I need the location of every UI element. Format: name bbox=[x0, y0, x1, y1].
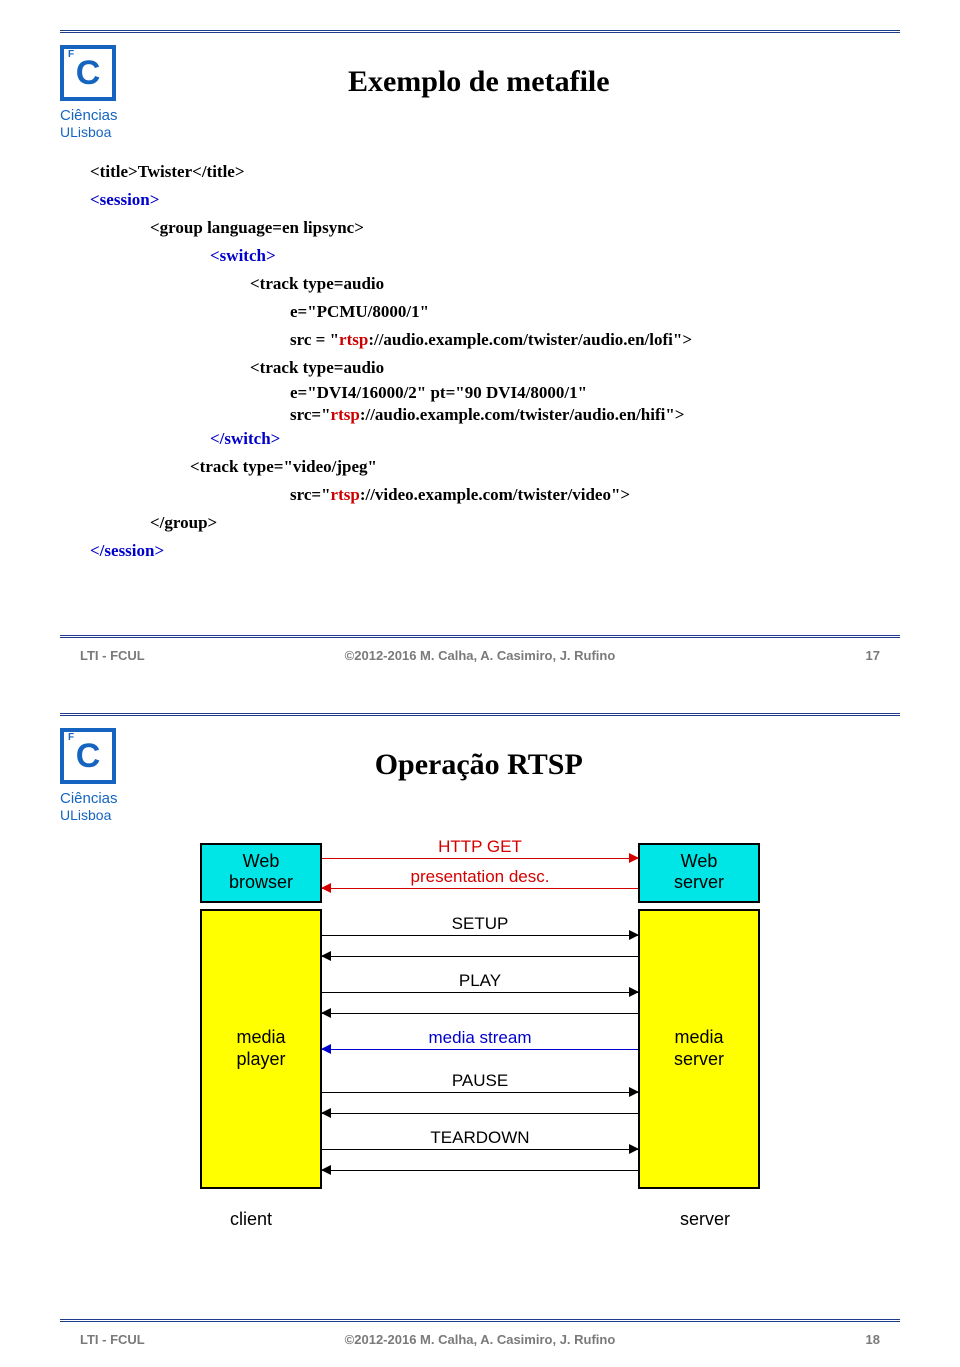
msg-pause-group: PAUSE bbox=[322, 1077, 638, 1121]
web-server-box: Webserver bbox=[638, 843, 760, 903]
top-msg-col: HTTP GET presentation desc. bbox=[322, 843, 638, 903]
code-line: </session> bbox=[90, 537, 900, 565]
msg-presentation-desc: presentation desc. bbox=[322, 875, 638, 901]
msg-teardown: TEARDOWN bbox=[322, 1136, 638, 1162]
msg-pause: PAUSE bbox=[322, 1079, 638, 1105]
footer-center: ©2012-2016 M. Calha, A. Casimiro, J. Ruf… bbox=[200, 648, 760, 663]
bottom-rule bbox=[60, 635, 900, 638]
code-line: <track type="video/jpeg" bbox=[90, 453, 900, 481]
rtsp-diagram: Webbrowser HTTP GET presentation desc. W… bbox=[200, 843, 760, 1230]
logo-block: F C Ciências ULisboa bbox=[60, 45, 118, 140]
header: F C Ciências ULisboa Exemplo de metafile bbox=[60, 45, 900, 140]
msg-play: PLAY bbox=[322, 979, 638, 1005]
logo-small-letter: F bbox=[68, 732, 74, 743]
footer-page-number: 18 bbox=[760, 1332, 880, 1347]
logo-box: F C bbox=[60, 45, 116, 101]
caption-row: client server bbox=[200, 1209, 760, 1230]
footer: LTI - FCUL ©2012-2016 M. Calha, A. Casim… bbox=[60, 1332, 900, 1347]
top-row: Webbrowser HTTP GET presentation desc. W… bbox=[200, 843, 760, 903]
msg-play-reply bbox=[322, 1007, 638, 1019]
logo-line1: Ciências bbox=[60, 790, 118, 807]
code-line: <group language=en lipsync> bbox=[90, 214, 900, 242]
web-server-label: Webserver bbox=[674, 851, 724, 892]
msg-play-group: PLAY bbox=[322, 977, 638, 1021]
msg-setup-reply bbox=[322, 950, 638, 962]
footer: LTI - FCUL ©2012-2016 M. Calha, A. Casim… bbox=[60, 648, 900, 663]
caption-client: client bbox=[230, 1209, 272, 1230]
footer-page-number: 17 bbox=[760, 648, 880, 663]
code-line: </group> bbox=[90, 509, 900, 537]
code-line: src = "rtsp://audio.example.com/twister/… bbox=[90, 326, 900, 354]
code-line: <session> bbox=[90, 186, 900, 214]
metafile-code: <title>Twister</title> <session> <group … bbox=[90, 158, 900, 565]
slide-title: Exemplo de metafile bbox=[138, 45, 900, 99]
slide-1: F C Ciências ULisboa Exemplo de metafile… bbox=[0, 0, 960, 683]
web-browser-box: Webbrowser bbox=[200, 843, 322, 903]
logo-small-letter: F bbox=[68, 49, 74, 60]
web-browser-label: Webbrowser bbox=[229, 851, 293, 892]
code-line: <track type=audio bbox=[90, 354, 900, 382]
slide-title: Operação RTSP bbox=[138, 728, 900, 782]
code-line: e="DVI4/16000/2" pt="90 DVI4/8000/1" bbox=[90, 382, 900, 403]
msg-setup: SETUP bbox=[322, 922, 638, 948]
header: F C Ciências ULisboa Operação RTSP bbox=[60, 728, 900, 823]
media-player-box: mediaplayer bbox=[200, 909, 322, 1189]
msg-setup-group: SETUP bbox=[322, 920, 638, 964]
footer-center: ©2012-2016 M. Calha, A. Casimiro, J. Ruf… bbox=[200, 1332, 760, 1347]
yellow-msg-col: SETUP PLAY bbox=[322, 909, 638, 1189]
logo-line1: Ciências bbox=[60, 107, 118, 124]
code-line: <title>Twister</title> bbox=[90, 158, 900, 186]
code-line: </switch> bbox=[90, 425, 900, 453]
caption-server: server bbox=[680, 1209, 730, 1230]
msg-teardown-group: TEARDOWN bbox=[322, 1134, 638, 1178]
slide-2: F C Ciências ULisboa Operação RTSP Webbr… bbox=[0, 683, 960, 1367]
logo-block: F C Ciências ULisboa bbox=[60, 728, 118, 823]
code-line: src="rtsp://video.example.com/twister/vi… bbox=[90, 481, 900, 509]
bottom-row: mediaplayer SETUP PLAY bbox=[200, 909, 760, 1189]
top-rule bbox=[60, 30, 900, 33]
logo-line2: ULisboa bbox=[60, 807, 118, 823]
msg-media-stream: media stream bbox=[322, 1036, 638, 1062]
logo-letter: C bbox=[76, 54, 101, 93]
footer-left: LTI - FCUL bbox=[80, 648, 200, 663]
code-line: <switch> bbox=[90, 242, 900, 270]
media-server-label: mediaserver bbox=[674, 1027, 724, 1070]
msg-pause-reply bbox=[322, 1107, 638, 1119]
media-server-box: mediaserver bbox=[638, 909, 760, 1189]
bottom-rule bbox=[60, 1319, 900, 1322]
logo-line2: ULisboa bbox=[60, 124, 118, 140]
msg-teardown-reply bbox=[322, 1164, 638, 1176]
code-line: <track type=audio bbox=[90, 270, 900, 298]
code-line: src="rtsp://audio.example.com/twister/au… bbox=[90, 404, 900, 425]
logo-box: F C bbox=[60, 728, 116, 784]
top-rule bbox=[60, 713, 900, 716]
logo-letter: C bbox=[76, 737, 101, 776]
media-player-label: mediaplayer bbox=[236, 1027, 285, 1070]
code-line: e="PCMU/8000/1" bbox=[90, 298, 900, 326]
footer-left: LTI - FCUL bbox=[80, 1332, 200, 1347]
